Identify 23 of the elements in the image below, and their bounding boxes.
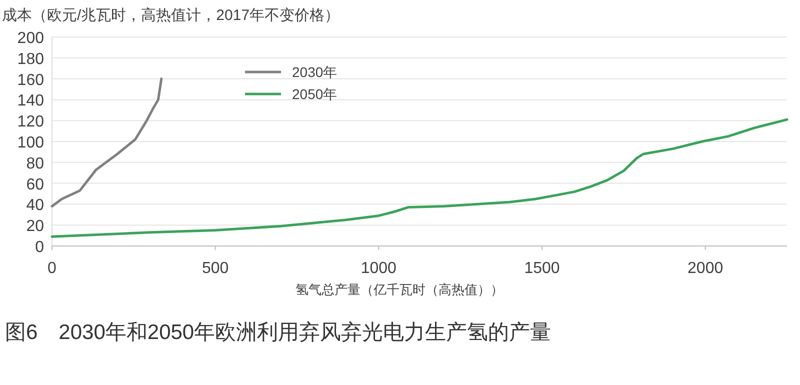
x-tick-label: 1500 [524, 260, 560, 277]
x-tick-label: 2000 [688, 260, 724, 277]
y-tick-label: 0 [35, 239, 44, 256]
legend-label: 2050年 [292, 86, 338, 102]
y-tick-label: 80 [26, 155, 44, 172]
x-tick-label: 500 [202, 260, 229, 277]
line-series [50, 78, 163, 208]
x-axis-title: 氢气总产量（亿千瓦时（高热值）） [296, 282, 504, 297]
x-tick-label: 1000 [360, 260, 397, 277]
y-axis-title: 成本（欧元/兆瓦时，高热值计，2017年不变价格） [2, 7, 340, 24]
y-tick-label: 40 [26, 197, 44, 214]
y-tick-label: 200 [17, 30, 44, 47]
y-tick-label: 20 [26, 218, 44, 236]
x-tick-label: 0 [48, 260, 57, 277]
y-tick-label: 140 [17, 92, 44, 110]
line-series [50, 118, 788, 238]
y-tick-label: 120 [17, 114, 44, 131]
y-tick-label: 180 [17, 50, 44, 68]
y-tick-label: 100 [17, 134, 44, 152]
legend-label: 2030年 [292, 64, 338, 80]
y-tick-label: 60 [26, 176, 44, 194]
y-tick-label: 160 [17, 72, 44, 89]
text: 图6 2030年和2050年欧洲利用弃风弃光电力生产氢的产量 [5, 321, 552, 344]
